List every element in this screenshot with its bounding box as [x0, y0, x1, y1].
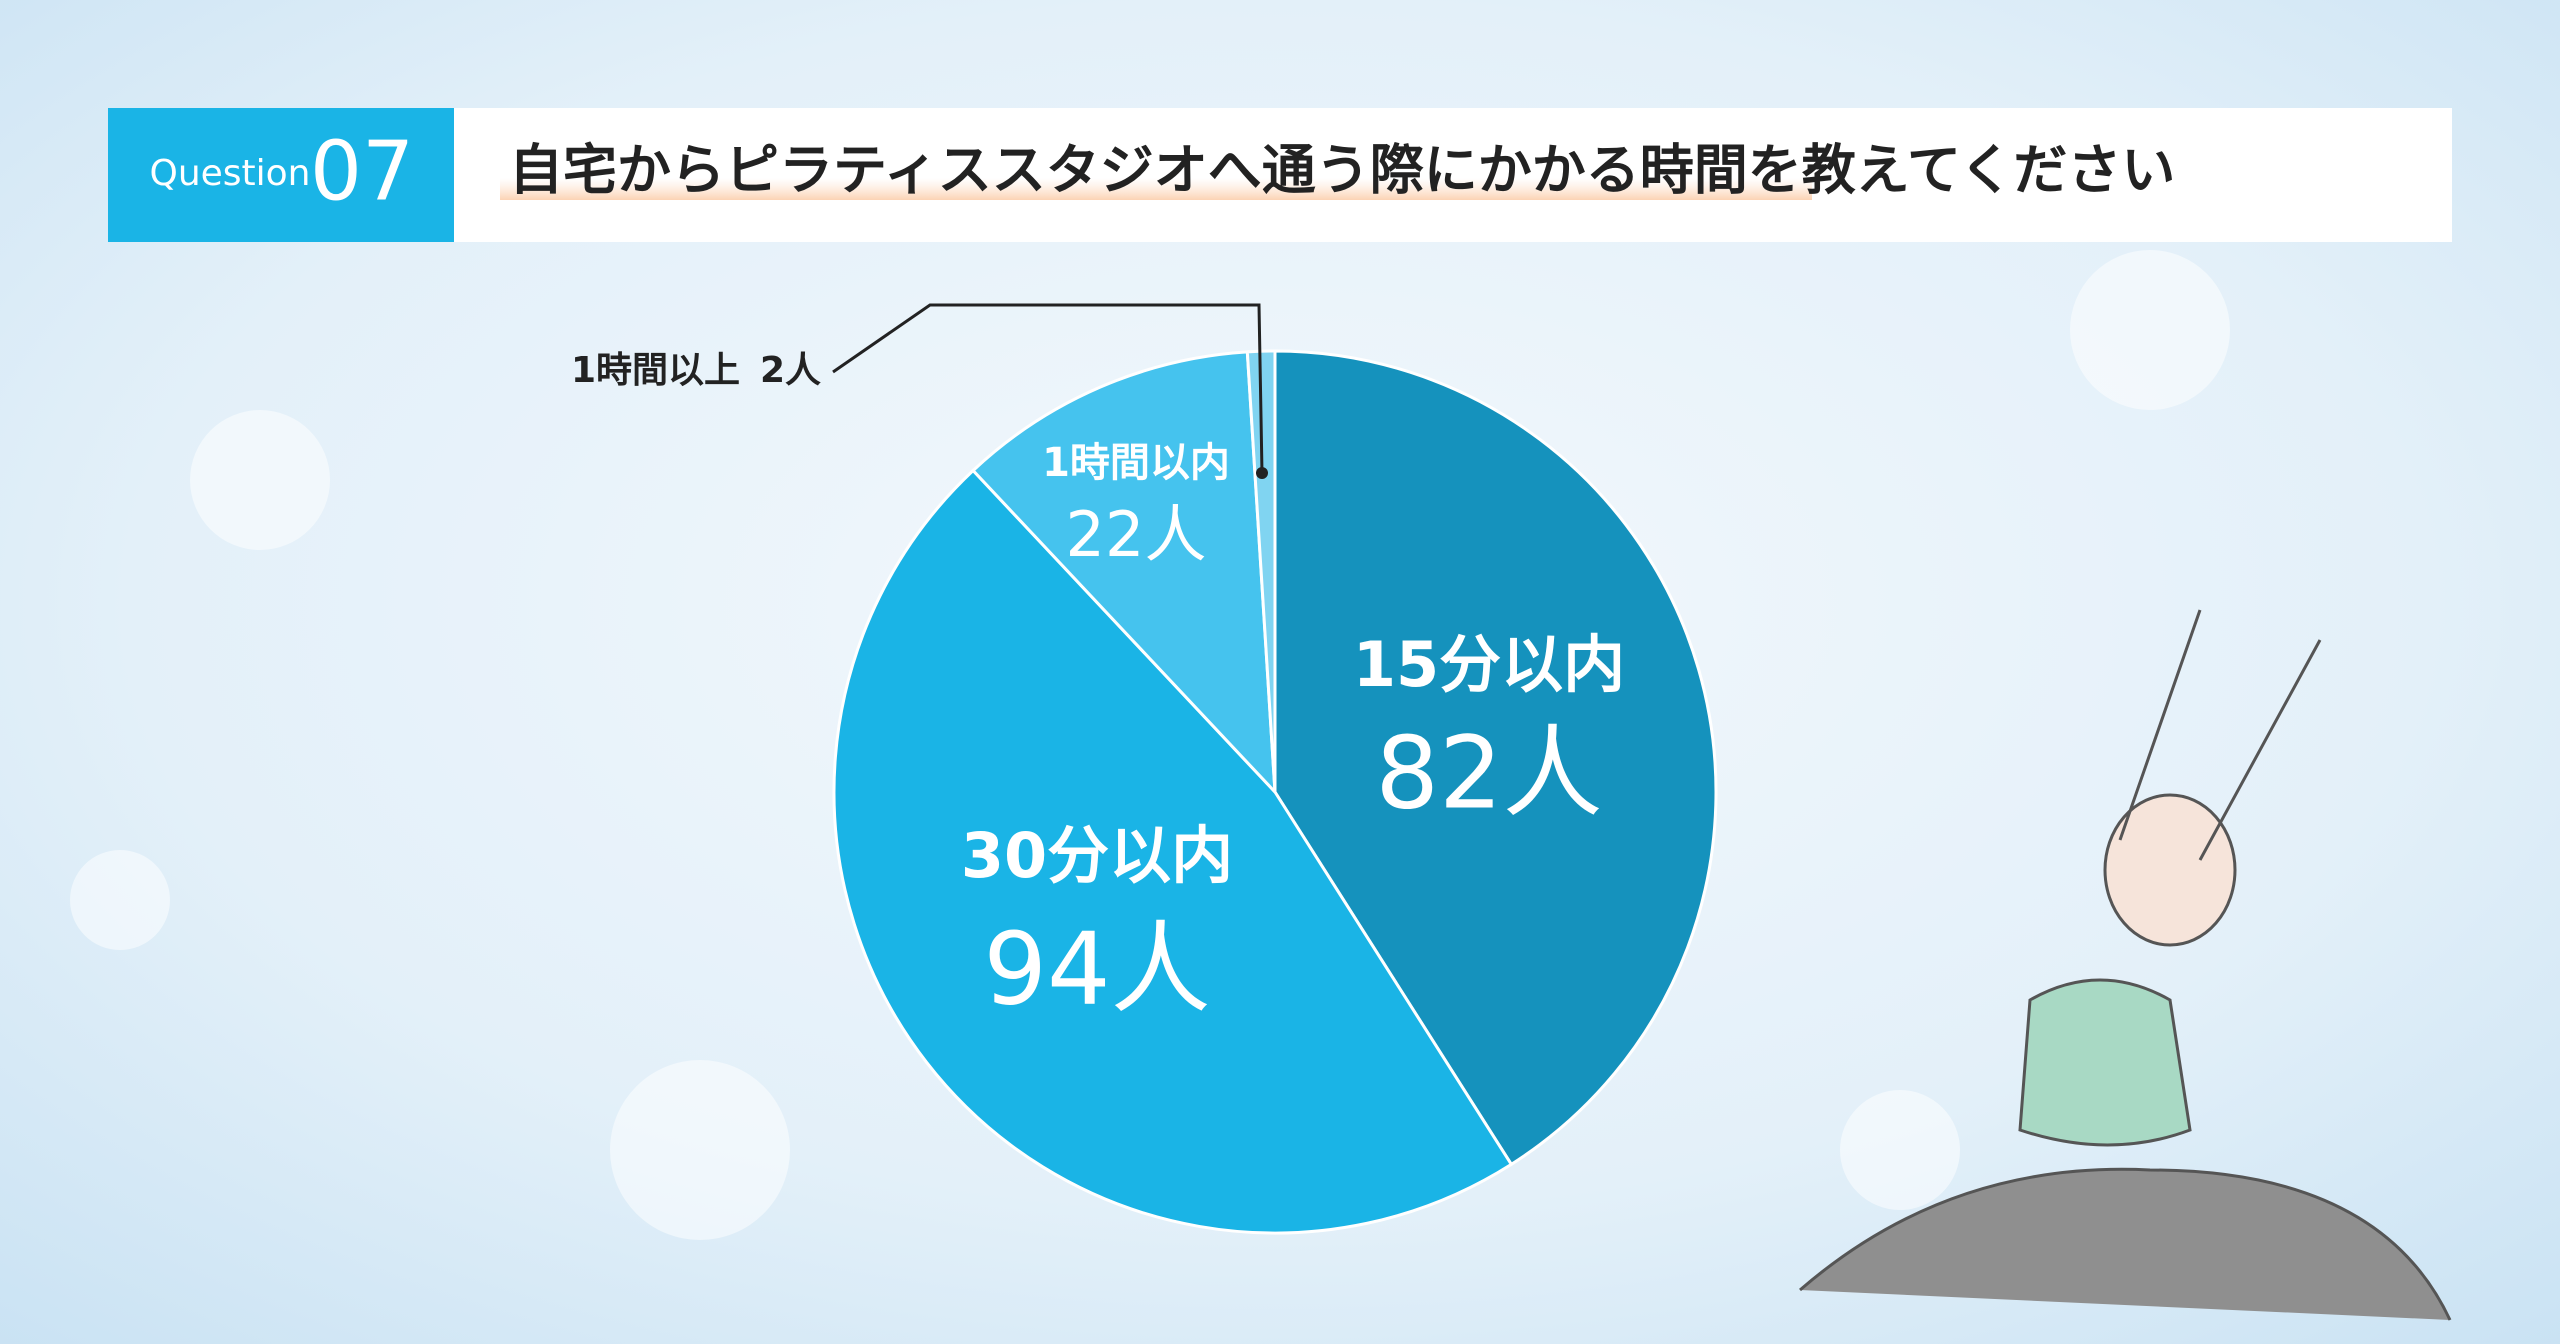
leader-dot: [1256, 467, 1268, 479]
chart-title: 自宅からピラティススタジオへ通う際にかかる時間を教えてください: [509, 139, 2175, 202]
question-number: 07: [310, 124, 414, 219]
title-highlight: [500, 178, 1812, 200]
slice-category: 15分以内: [1353, 628, 1625, 701]
pie-slice: [970, 350, 1277, 797]
slice-category: 30分以内: [961, 819, 1233, 892]
slice-value-label: 2人: [760, 350, 821, 391]
slice-category: 1時間以上: [571, 350, 740, 391]
header-bar: [108, 108, 2452, 242]
slice-value-label: 82人: [1375, 714, 1602, 831]
pie-slice: [832, 468, 1514, 1235]
slice-value-label: 22人: [1066, 498, 1207, 571]
question-label: Question: [149, 153, 310, 194]
leader-line: [832, 303, 1264, 474]
illustration: [1799, 609, 2452, 1321]
decor: [70, 250, 2230, 1240]
slice-value-label: 94人: [983, 910, 1210, 1027]
question-badge: [108, 108, 454, 242]
pie: [832, 349, 1718, 1235]
pie-slice: [1273, 349, 1718, 1167]
slice-category: 1時間以内: [1042, 440, 1230, 486]
